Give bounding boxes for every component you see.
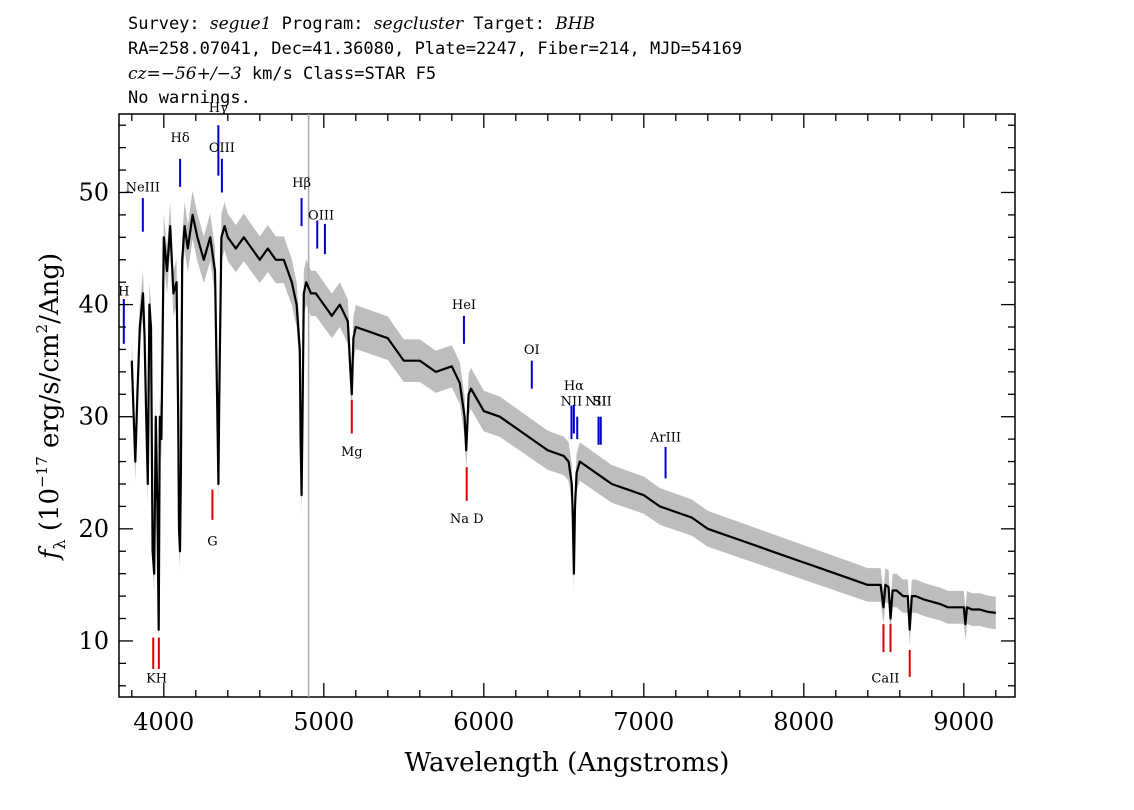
y-tick-label-40: 40 [78,291,109,319]
line-label-2: Hδ [171,131,190,146]
plot-clip-group [130,114,996,697]
line-label-21: K [146,671,156,686]
x-tick-label-5000: 5000 [293,708,354,736]
x-tick-label-9000: 9000 [933,708,994,736]
flux-error-band [131,190,996,646]
header-line-coords: RA=258.07041, Dec=41.36080, Plate=2247, … [128,39,742,59]
line-label-11: NII [561,395,583,410]
line-label-1: NeIII [126,180,160,195]
header-line-warnings: No warnings. [128,88,251,108]
x-tick-label-8000: 8000 [773,708,834,736]
y-tick-label-30: 30 [78,403,109,431]
line-label-9: HeI [452,298,476,313]
target-name: BHB [554,14,595,34]
line-label-22: H [156,671,167,686]
header-line-redshift: cz=−56+/−3 km/s Class=STAR F5 [128,64,436,84]
line-label-10: OI [524,343,540,358]
line-label-23: G [207,535,217,550]
header-line-survey: Survey: segue1 Program: segcluster Targe… [128,14,595,34]
y-tick-label-20: 20 [78,515,109,543]
x-tick-label-7000: 7000 [613,708,674,736]
y-axis-title: fλ (10−17 erg/s/cm2/Ang) [33,253,69,561]
line-label-5: Hβ [292,176,311,191]
header-block: Survey: segue1 Program: segcluster Targe… [128,14,742,108]
line-label-12: Hα [564,379,584,394]
plot-frame [118,113,1016,698]
survey-name: segue1 [210,14,272,34]
y-tick-label-50: 50 [78,178,109,206]
line-label-4: OIII [209,141,235,156]
line-label-18: ArIII [649,430,681,445]
x-axis-title: Wavelength (Angstroms) [405,748,730,778]
line-label-24: Mg [341,445,363,460]
line-label-3: Hγ [209,101,228,116]
axis-ticks: 4000 5000 6000 7000 8000 9000 10 20 30 40 50 [78,114,1015,736]
line-label-8: OIII [308,208,334,223]
line-label-16: NII [585,395,607,410]
plot-content: HNeIIIHδHγOIIIHβOIIIHeIOINIIHαNIISIIArII… [118,101,996,697]
line-label-29: CaII [871,671,899,686]
line-label-0: H [118,285,129,300]
program-name: segcluster [374,14,464,34]
line-label-25: Na D [450,512,484,527]
y-tick-label-10: 10 [78,627,109,655]
x-tick-label-6000: 6000 [453,708,514,736]
flux-series-line [130,213,996,631]
x-tick-label-4000: 4000 [133,708,194,736]
line-label-17: SII [593,395,612,410]
